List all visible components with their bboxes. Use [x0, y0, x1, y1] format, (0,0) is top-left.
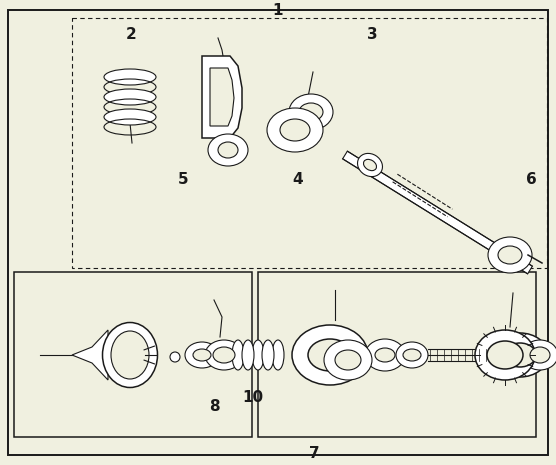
Ellipse shape — [185, 342, 219, 368]
Ellipse shape — [475, 330, 535, 380]
Text: 2: 2 — [125, 27, 136, 42]
Ellipse shape — [242, 340, 254, 370]
Ellipse shape — [292, 325, 368, 385]
Ellipse shape — [299, 103, 323, 121]
Bar — [258, 272, 536, 437]
Ellipse shape — [403, 349, 421, 361]
Ellipse shape — [487, 341, 523, 369]
Text: 1: 1 — [273, 3, 283, 18]
Ellipse shape — [208, 134, 248, 166]
Ellipse shape — [324, 340, 372, 380]
Ellipse shape — [232, 340, 244, 370]
Text: 6: 6 — [525, 172, 537, 186]
Ellipse shape — [104, 109, 156, 125]
Text: 3: 3 — [367, 27, 378, 42]
Bar — [14, 272, 252, 437]
Ellipse shape — [218, 142, 238, 158]
Ellipse shape — [111, 331, 149, 379]
Ellipse shape — [170, 352, 180, 362]
Ellipse shape — [530, 347, 550, 363]
Ellipse shape — [488, 237, 532, 273]
Text: 10: 10 — [242, 390, 264, 405]
Text: 7: 7 — [309, 446, 320, 461]
Ellipse shape — [498, 246, 522, 264]
Text: 4: 4 — [292, 172, 303, 186]
Ellipse shape — [335, 350, 361, 370]
Ellipse shape — [104, 89, 156, 105]
Ellipse shape — [104, 69, 156, 85]
Ellipse shape — [272, 340, 284, 370]
Text: 5: 5 — [178, 172, 189, 186]
Text: 9: 9 — [100, 339, 111, 354]
Ellipse shape — [375, 348, 395, 362]
Ellipse shape — [193, 349, 211, 361]
Text: 8: 8 — [208, 399, 220, 414]
Bar — [72, 18, 547, 268]
Polygon shape — [210, 68, 234, 126]
Ellipse shape — [262, 340, 274, 370]
Ellipse shape — [289, 94, 333, 130]
Ellipse shape — [102, 323, 157, 387]
Ellipse shape — [396, 342, 428, 368]
Ellipse shape — [365, 339, 405, 371]
Ellipse shape — [504, 343, 536, 367]
Ellipse shape — [280, 119, 310, 141]
Ellipse shape — [213, 347, 235, 363]
Ellipse shape — [308, 339, 352, 371]
Ellipse shape — [267, 108, 323, 152]
Ellipse shape — [492, 333, 548, 377]
Ellipse shape — [364, 159, 376, 171]
Polygon shape — [202, 56, 242, 138]
Polygon shape — [72, 330, 108, 380]
Polygon shape — [342, 151, 533, 274]
Ellipse shape — [252, 340, 264, 370]
Ellipse shape — [522, 340, 556, 370]
Ellipse shape — [358, 153, 383, 177]
Ellipse shape — [205, 340, 243, 370]
